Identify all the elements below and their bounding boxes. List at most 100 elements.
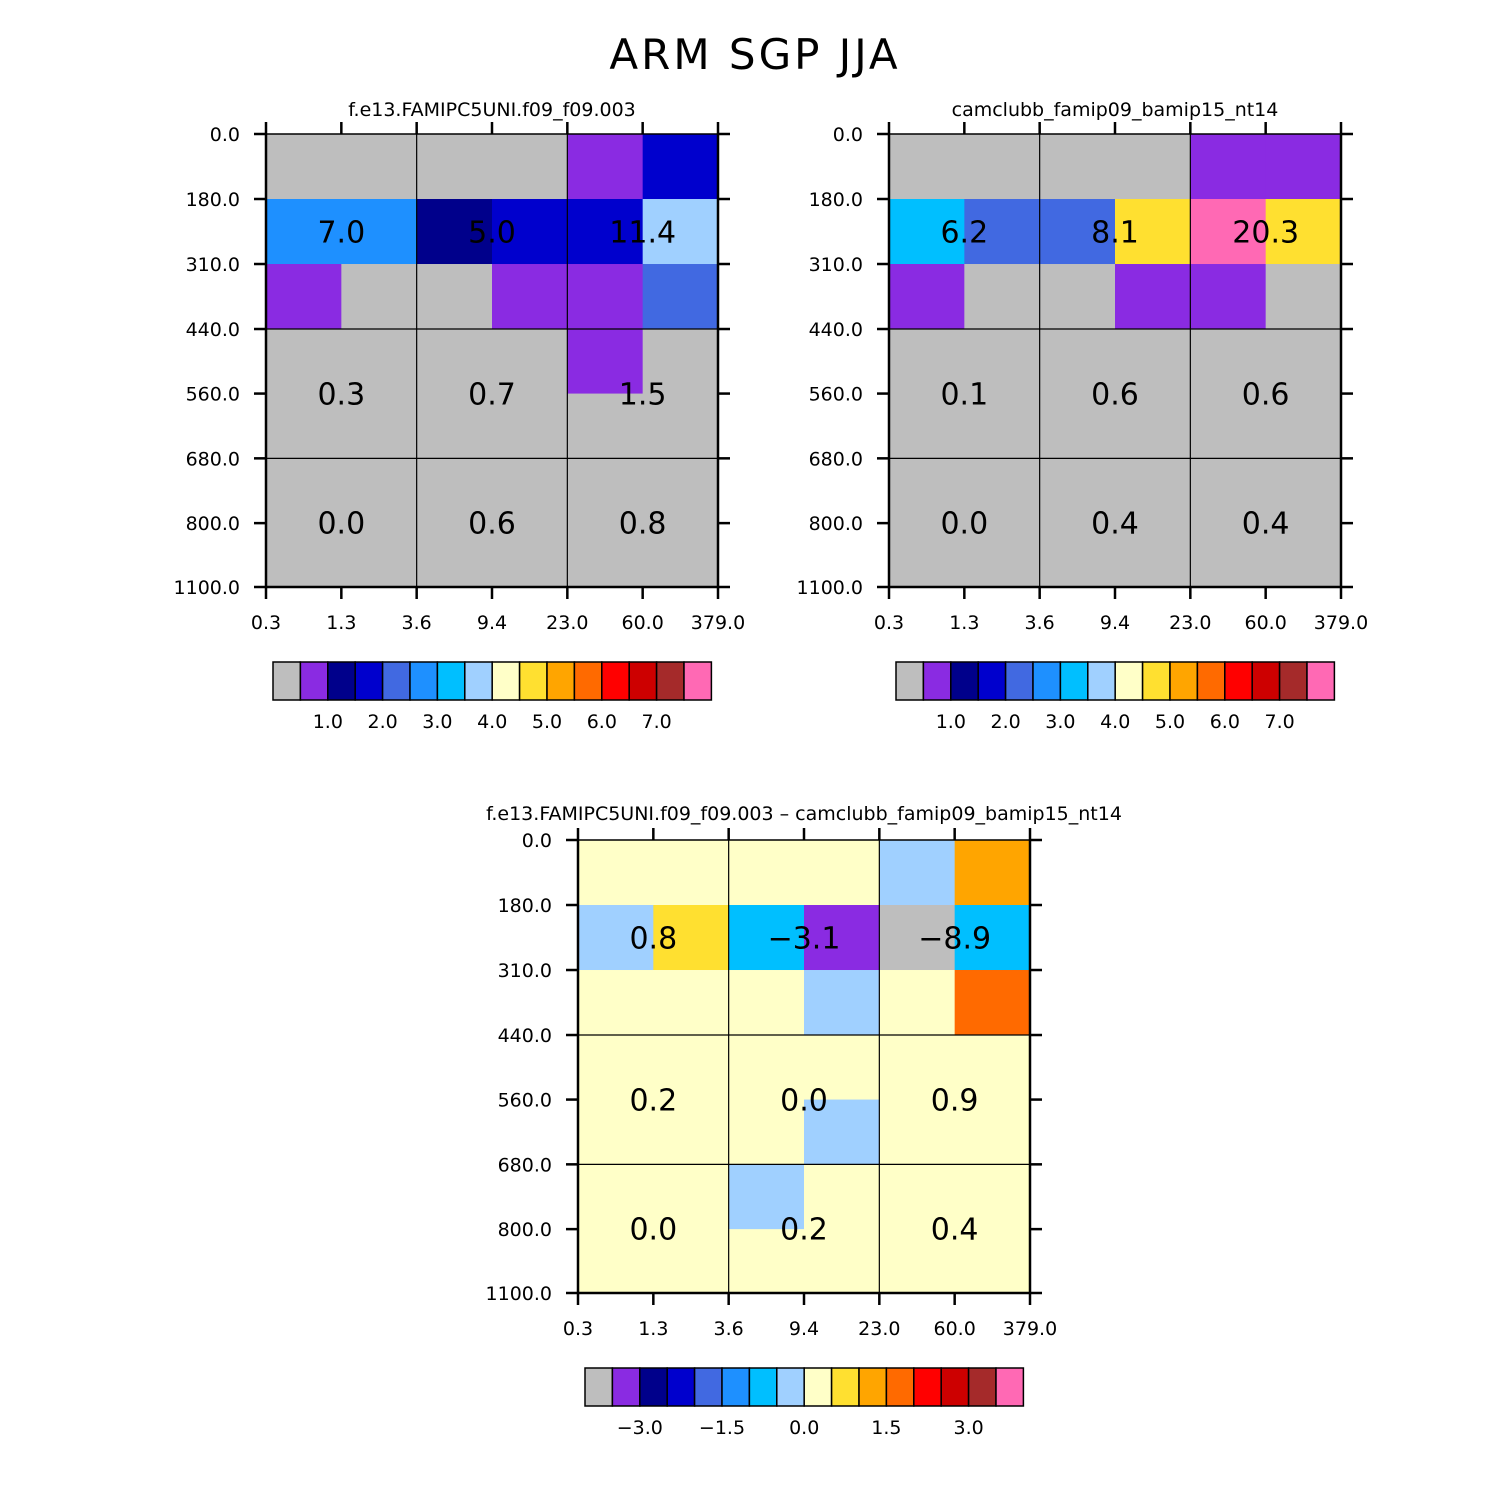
colorbar-swatch [327, 661, 356, 701]
heatmap-cell [804, 905, 880, 971]
colorbar-swatch [977, 661, 1007, 701]
colorbar-swatch [655, 661, 685, 701]
heatmap-cell [889, 264, 965, 330]
colorbar-label: 1.0 [313, 711, 343, 733]
x-tick-label: 379.0 [691, 612, 745, 634]
heatmap-cell [964, 199, 1041, 265]
y-tick-label: 180.0 [809, 189, 863, 211]
colorbar-swatch [967, 1367, 997, 1407]
heatmap-cell [964, 523, 1041, 588]
x-tick-label: 60.0 [934, 1318, 976, 1340]
heatmap-cell [416, 329, 493, 395]
heatmap-cell [416, 264, 493, 330]
heatmap-cell [954, 1229, 1031, 1294]
heatmap-panel-1: f.e13.FAMIPC5UNI.f09_f09.003 0.0 180.0 310.… [174, 99, 746, 733]
heatmap-cell [964, 393, 1041, 459]
block-value-label: 0.2 [629, 1084, 677, 1119]
heatmap-cell [492, 393, 568, 459]
heatmap-cell [1265, 523, 1342, 588]
heatmap-panel-3: f.e13.FAMIPC5UNI.f09_f09.003 – camclubb_… [486, 803, 1122, 1439]
heatmap-cell [416, 458, 493, 524]
heatmap-cell [341, 134, 418, 200]
x-tick-label: 0.3 [874, 612, 904, 634]
heatmap-cell [804, 1099, 880, 1165]
heatmap-cell [889, 199, 965, 265]
heatmap-cell [653, 970, 730, 1036]
y-tick-label: 680.0 [498, 1154, 552, 1176]
heatmap-cell [266, 393, 342, 459]
block-value-label: 8.1 [1091, 216, 1139, 251]
heatmap-cell [954, 1099, 1031, 1165]
colorbar-swatch [546, 661, 576, 701]
heatmap-cell [964, 264, 1041, 330]
heatmap-cell [578, 1229, 654, 1294]
colorbar-label: −1.5 [699, 1417, 745, 1439]
y-tick-label: 440.0 [186, 319, 240, 341]
colorbar-label: 3.0 [1045, 711, 1075, 733]
heatmap-cell [341, 523, 418, 588]
heatmap-cell [879, 1164, 956, 1230]
colorbar-label: 6.0 [587, 711, 617, 733]
heatmap-cell [578, 840, 654, 906]
colorbar-swatch [436, 661, 466, 701]
colorbar-label: 4.0 [1100, 711, 1130, 733]
y-tick-label: 560.0 [498, 1090, 552, 1112]
heatmap-cell [1265, 199, 1342, 265]
heatmap-cell [1115, 329, 1191, 395]
x-tick-label: 23.0 [858, 1318, 900, 1340]
heatmap-cell [653, 1035, 730, 1101]
y-tick-label: 1100.0 [797, 577, 863, 599]
colorbar-swatch [639, 1367, 668, 1407]
colorbar-label: 3.0 [422, 711, 452, 733]
block-value-label: 0.4 [931, 1213, 979, 1248]
heatmap-cell [889, 329, 965, 395]
colorbar-swatch [922, 661, 952, 701]
y-tick-label: 310.0 [809, 254, 863, 276]
y-tick-label: 310.0 [186, 254, 240, 276]
heatmap-cell [1115, 393, 1191, 459]
heatmap-cell [567, 134, 644, 200]
heatmap-cell [642, 523, 719, 588]
heatmap-cell [266, 199, 342, 265]
x-tick-label: 1.3 [949, 612, 979, 634]
heatmap-cell [804, 970, 880, 1036]
colorbar-swatch [895, 661, 925, 701]
x-tick-label: 0.3 [251, 612, 281, 634]
block-value-label: 0.4 [1242, 507, 1290, 542]
heatmap-cell [1190, 199, 1267, 265]
heatmap-cell [567, 393, 644, 459]
heatmap-cell [728, 840, 805, 906]
heatmap-cell [578, 905, 654, 971]
colorbar-swatch [995, 1367, 1025, 1407]
colorbar-label: 7.0 [641, 711, 671, 733]
y-tick-label: 560.0 [809, 384, 863, 406]
colorbar-swatch [1087, 661, 1116, 701]
colorbar-label: 2.0 [367, 711, 397, 733]
colorbar-swatch [1306, 661, 1336, 701]
colorbar-label: −3.0 [617, 1417, 663, 1439]
heatmap-cell [642, 458, 719, 524]
block-value-label: 0.0 [629, 1213, 677, 1248]
colorbar-label: 0.0 [789, 1417, 819, 1439]
x-tick-label: 0.3 [563, 1318, 593, 1340]
heatmap-cell [889, 523, 965, 588]
block-value-label: 0.6 [1242, 378, 1290, 413]
colorbar-label: 5.0 [532, 711, 562, 733]
heatmap-cell [578, 1035, 654, 1101]
colorbar-swatch [611, 1367, 641, 1407]
colorbar-swatch [1032, 661, 1062, 701]
colorbar-swatch [858, 1367, 888, 1407]
colorbar-swatch [1059, 661, 1089, 701]
heatmap-cell [1115, 264, 1191, 330]
block-value-label: 0.6 [1091, 378, 1139, 413]
colorbar-swatch [601, 661, 630, 701]
colorbar-swatch [1114, 661, 1144, 701]
heatmap-cell [416, 523, 493, 588]
heatmap-cell [728, 1229, 805, 1294]
heatmap-cell [1115, 199, 1191, 265]
colorbar-swatch [518, 661, 548, 701]
heatmap-cell [879, 970, 956, 1036]
heatmap-cell [889, 458, 965, 524]
x-tick-label: 379.0 [1314, 612, 1368, 634]
heatmap-cell [578, 970, 654, 1036]
